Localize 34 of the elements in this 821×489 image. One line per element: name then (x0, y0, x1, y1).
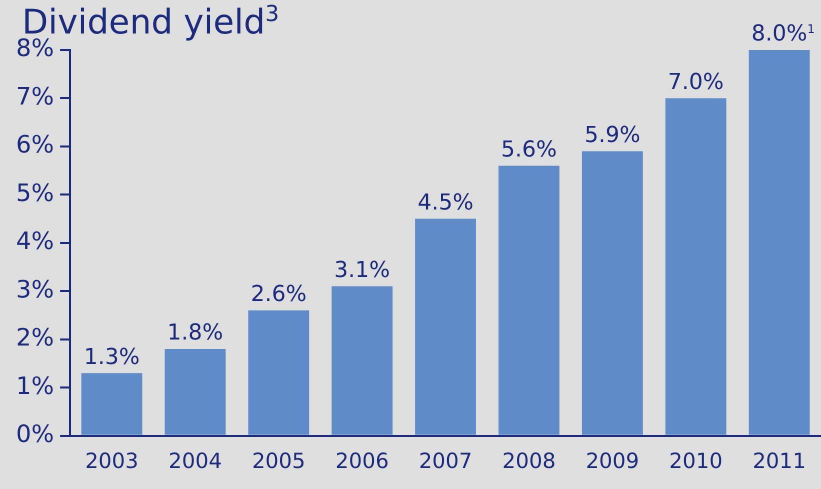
x-tick-label: 2007 (418, 448, 472, 473)
y-tick-label: 4% (16, 227, 54, 256)
y-tick-label: 5% (16, 178, 54, 207)
y-tick-label: 3% (16, 275, 54, 304)
data-label: 4.5% (418, 190, 474, 216)
x-tick-label: 2005 (252, 448, 306, 473)
data-label: 1.8% (167, 320, 224, 346)
bar (415, 218, 476, 435)
data-label: 5.9% (584, 122, 640, 148)
y-tick-label: 0% (16, 420, 54, 448)
data-label: 3.1% (334, 258, 390, 284)
y-tick-label: 2% (16, 324, 54, 352)
bar (332, 286, 393, 435)
data-label: 5.6% (501, 137, 557, 162)
bar (665, 98, 726, 435)
y-tick-label: 7% (16, 82, 54, 110)
bar (582, 151, 643, 435)
y-tick-label: 6% (16, 130, 54, 159)
bar (248, 310, 310, 435)
y-tick-label: 1% (16, 372, 54, 400)
x-tick-label: 2011 (752, 448, 806, 473)
data-label: 1.3% (84, 344, 140, 370)
x-tick-label: 2006 (335, 448, 389, 473)
bar (498, 166, 560, 435)
x-tick-label: 2003 (85, 448, 139, 473)
x-tick-label: 2009 (586, 448, 640, 473)
x-tick-label: 2010 (669, 448, 723, 473)
x-tick-label: 2008 (502, 448, 556, 473)
x-tick-label: 2004 (168, 448, 222, 473)
bar (748, 50, 810, 435)
bar (81, 373, 142, 435)
bar (164, 348, 226, 435)
data-label: 2.6% (250, 282, 307, 308)
data-label: 7.0% (668, 70, 724, 95)
